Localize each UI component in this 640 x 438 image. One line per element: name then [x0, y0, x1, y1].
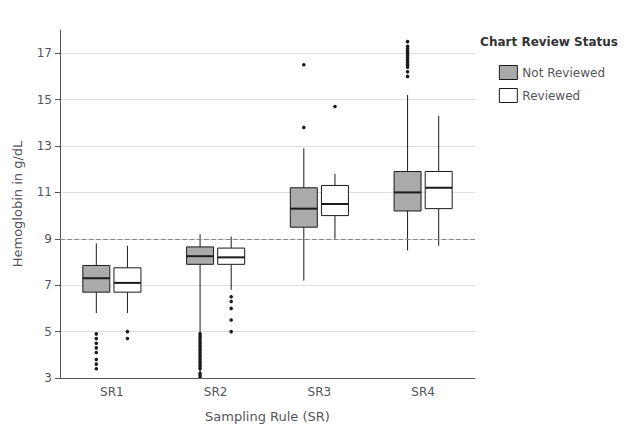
svg-text:17: 17	[37, 46, 52, 60]
svg-text:5: 5	[44, 325, 52, 339]
svg-text:SR1: SR1	[100, 385, 124, 399]
svg-text:13: 13	[37, 139, 52, 153]
svg-text:Chart Review Status: Chart Review Status	[480, 35, 618, 49]
svg-text:7: 7	[44, 278, 52, 292]
svg-text:SR2: SR2	[204, 385, 228, 399]
svg-text:9: 9	[44, 232, 52, 246]
svg-text:SR3: SR3	[308, 385, 332, 399]
svg-text:Not Reviewed: Not Reviewed	[522, 66, 605, 80]
svg-text:SR4: SR4	[411, 385, 435, 399]
svg-text:15: 15	[37, 93, 52, 107]
svg-text:Sampling Rule (SR): Sampling Rule (SR)	[205, 409, 330, 424]
svg-text:3: 3	[44, 371, 52, 385]
svg-text:Hemoglobin in g/dL: Hemoglobin in g/dL	[10, 140, 25, 267]
svg-text:11: 11	[37, 185, 52, 199]
svg-text:Reviewed: Reviewed	[522, 89, 580, 103]
